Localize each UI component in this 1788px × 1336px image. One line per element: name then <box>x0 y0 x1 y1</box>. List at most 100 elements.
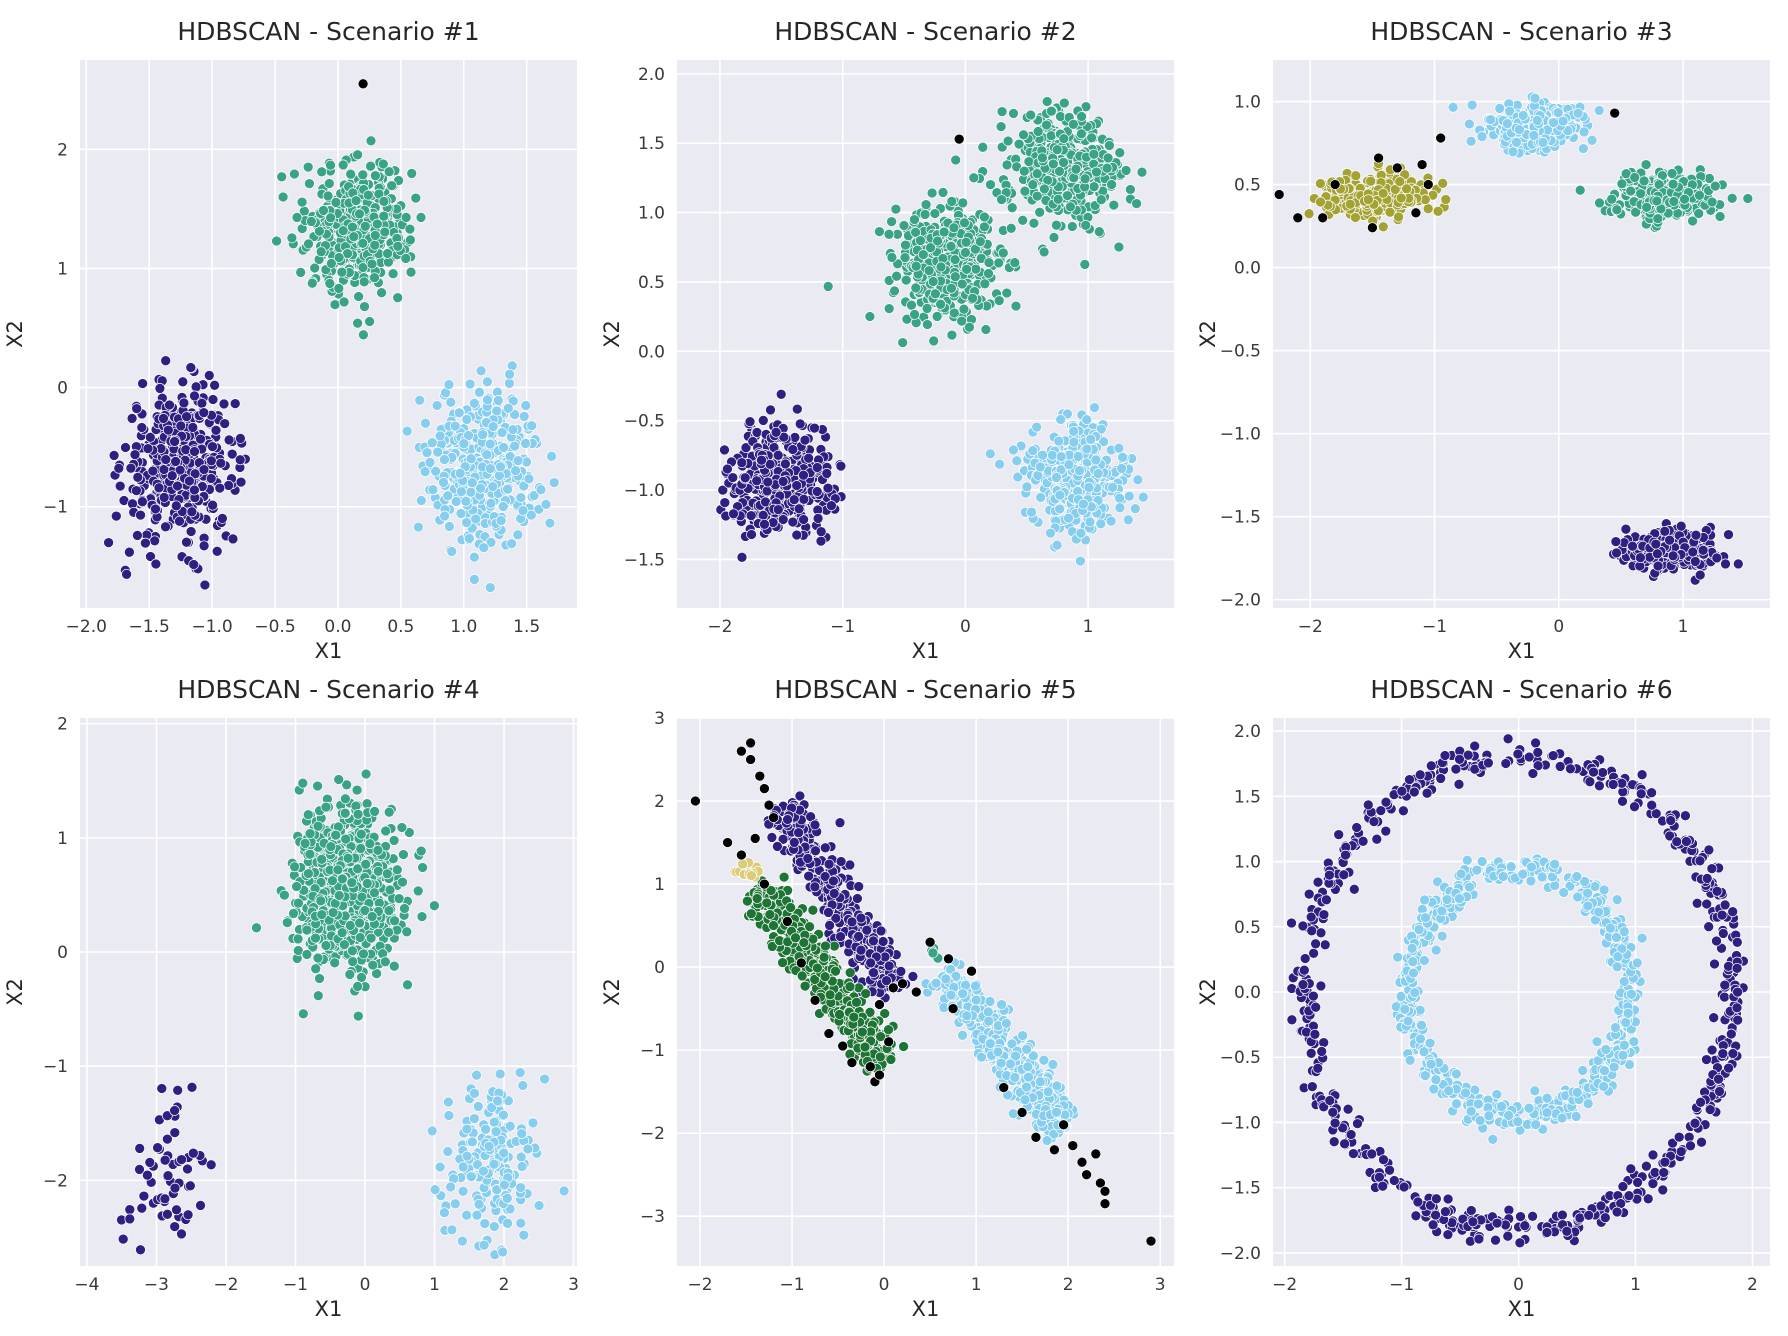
data-point <box>350 195 362 206</box>
data-point <box>412 885 424 897</box>
data-point <box>495 515 507 526</box>
data-point <box>154 383 166 394</box>
data-point <box>1025 109 1037 121</box>
data-point <box>948 222 960 234</box>
data-point <box>996 106 1008 117</box>
data-point <box>1005 222 1017 234</box>
y-tick-label: 1.0 <box>1234 93 1261 113</box>
data-point <box>1668 196 1680 207</box>
data-point <box>736 551 748 563</box>
x-tick-label: −1.5 <box>129 617 170 637</box>
data-point <box>227 533 239 545</box>
data-point <box>186 506 198 518</box>
data-point <box>1651 195 1663 207</box>
data-point <box>751 427 763 438</box>
data-point <box>935 261 947 273</box>
data-point <box>470 513 482 525</box>
data-point <box>348 231 360 243</box>
data-point <box>512 455 524 466</box>
data-point <box>1106 179 1117 190</box>
data-point <box>1640 159 1652 170</box>
data-point <box>131 485 142 496</box>
data-point <box>401 926 413 938</box>
data-point <box>234 454 246 466</box>
data-point <box>309 262 321 274</box>
data-point <box>354 208 365 220</box>
data-point <box>370 170 381 182</box>
data-point <box>223 434 235 446</box>
data-point <box>1116 463 1127 474</box>
data-point <box>985 179 996 190</box>
data-point <box>883 228 895 240</box>
data-point <box>1074 465 1085 477</box>
data-point <box>744 416 756 428</box>
data-point <box>1079 173 1091 185</box>
y-axis-label: X2 <box>600 320 624 348</box>
data-point <box>185 526 197 537</box>
data-point <box>1377 221 1389 233</box>
data-point <box>1095 518 1107 530</box>
data-point <box>502 402 514 414</box>
data-point <box>318 205 329 216</box>
data-point <box>717 484 729 496</box>
data-point <box>207 499 218 511</box>
data-point <box>482 376 493 388</box>
data-point <box>789 432 801 443</box>
data-point <box>1504 105 1516 117</box>
data-point <box>195 433 206 445</box>
noise-point <box>1273 189 1285 200</box>
data-point <box>1620 523 1632 535</box>
data-point <box>815 526 827 538</box>
data-point <box>392 292 404 304</box>
data-point <box>333 252 345 263</box>
data-point <box>1723 529 1734 540</box>
x-tick-label: −0.5 <box>254 617 295 637</box>
data-point <box>455 508 467 519</box>
data-point <box>925 242 936 254</box>
data-point <box>400 212 412 223</box>
data-point <box>1105 515 1117 527</box>
data-point <box>1011 455 1023 467</box>
data-point <box>1476 131 1488 142</box>
data-point <box>1537 137 1549 148</box>
data-point <box>468 397 480 409</box>
data-point <box>791 529 803 541</box>
data-point <box>1051 539 1063 551</box>
data-point <box>974 236 986 247</box>
y-tick-label: 0.5 <box>638 273 665 293</box>
data-point <box>901 313 913 325</box>
data-point <box>496 427 508 438</box>
data-point <box>114 480 126 492</box>
data-point <box>484 438 496 450</box>
data-point <box>787 516 799 528</box>
data-point <box>386 180 398 191</box>
data-point <box>469 551 480 563</box>
data-point <box>812 513 824 524</box>
data-point <box>1650 538 1662 550</box>
data-point <box>1465 135 1477 147</box>
data-point <box>1108 199 1120 211</box>
data-point <box>410 192 422 204</box>
cluster-3 <box>950 96 1148 270</box>
data-point <box>897 337 909 348</box>
data-point <box>910 282 922 294</box>
data-point <box>1706 196 1718 208</box>
data-point <box>427 484 439 496</box>
data-point <box>150 558 162 570</box>
data-point <box>762 476 774 488</box>
data-point <box>140 537 151 549</box>
data-point <box>1578 126 1590 138</box>
data-point <box>772 449 784 461</box>
data-point <box>1629 172 1641 183</box>
data-point <box>1008 108 1019 119</box>
data-point <box>1514 124 1525 136</box>
noise-point <box>1416 159 1428 170</box>
data-point <box>993 295 1005 306</box>
y-tick-label: −0.5 <box>624 412 665 432</box>
data-point <box>364 316 375 327</box>
data-point <box>302 161 314 173</box>
data-point <box>886 216 897 227</box>
data-point <box>131 403 143 414</box>
data-point <box>341 779 353 791</box>
data-point <box>170 456 181 467</box>
